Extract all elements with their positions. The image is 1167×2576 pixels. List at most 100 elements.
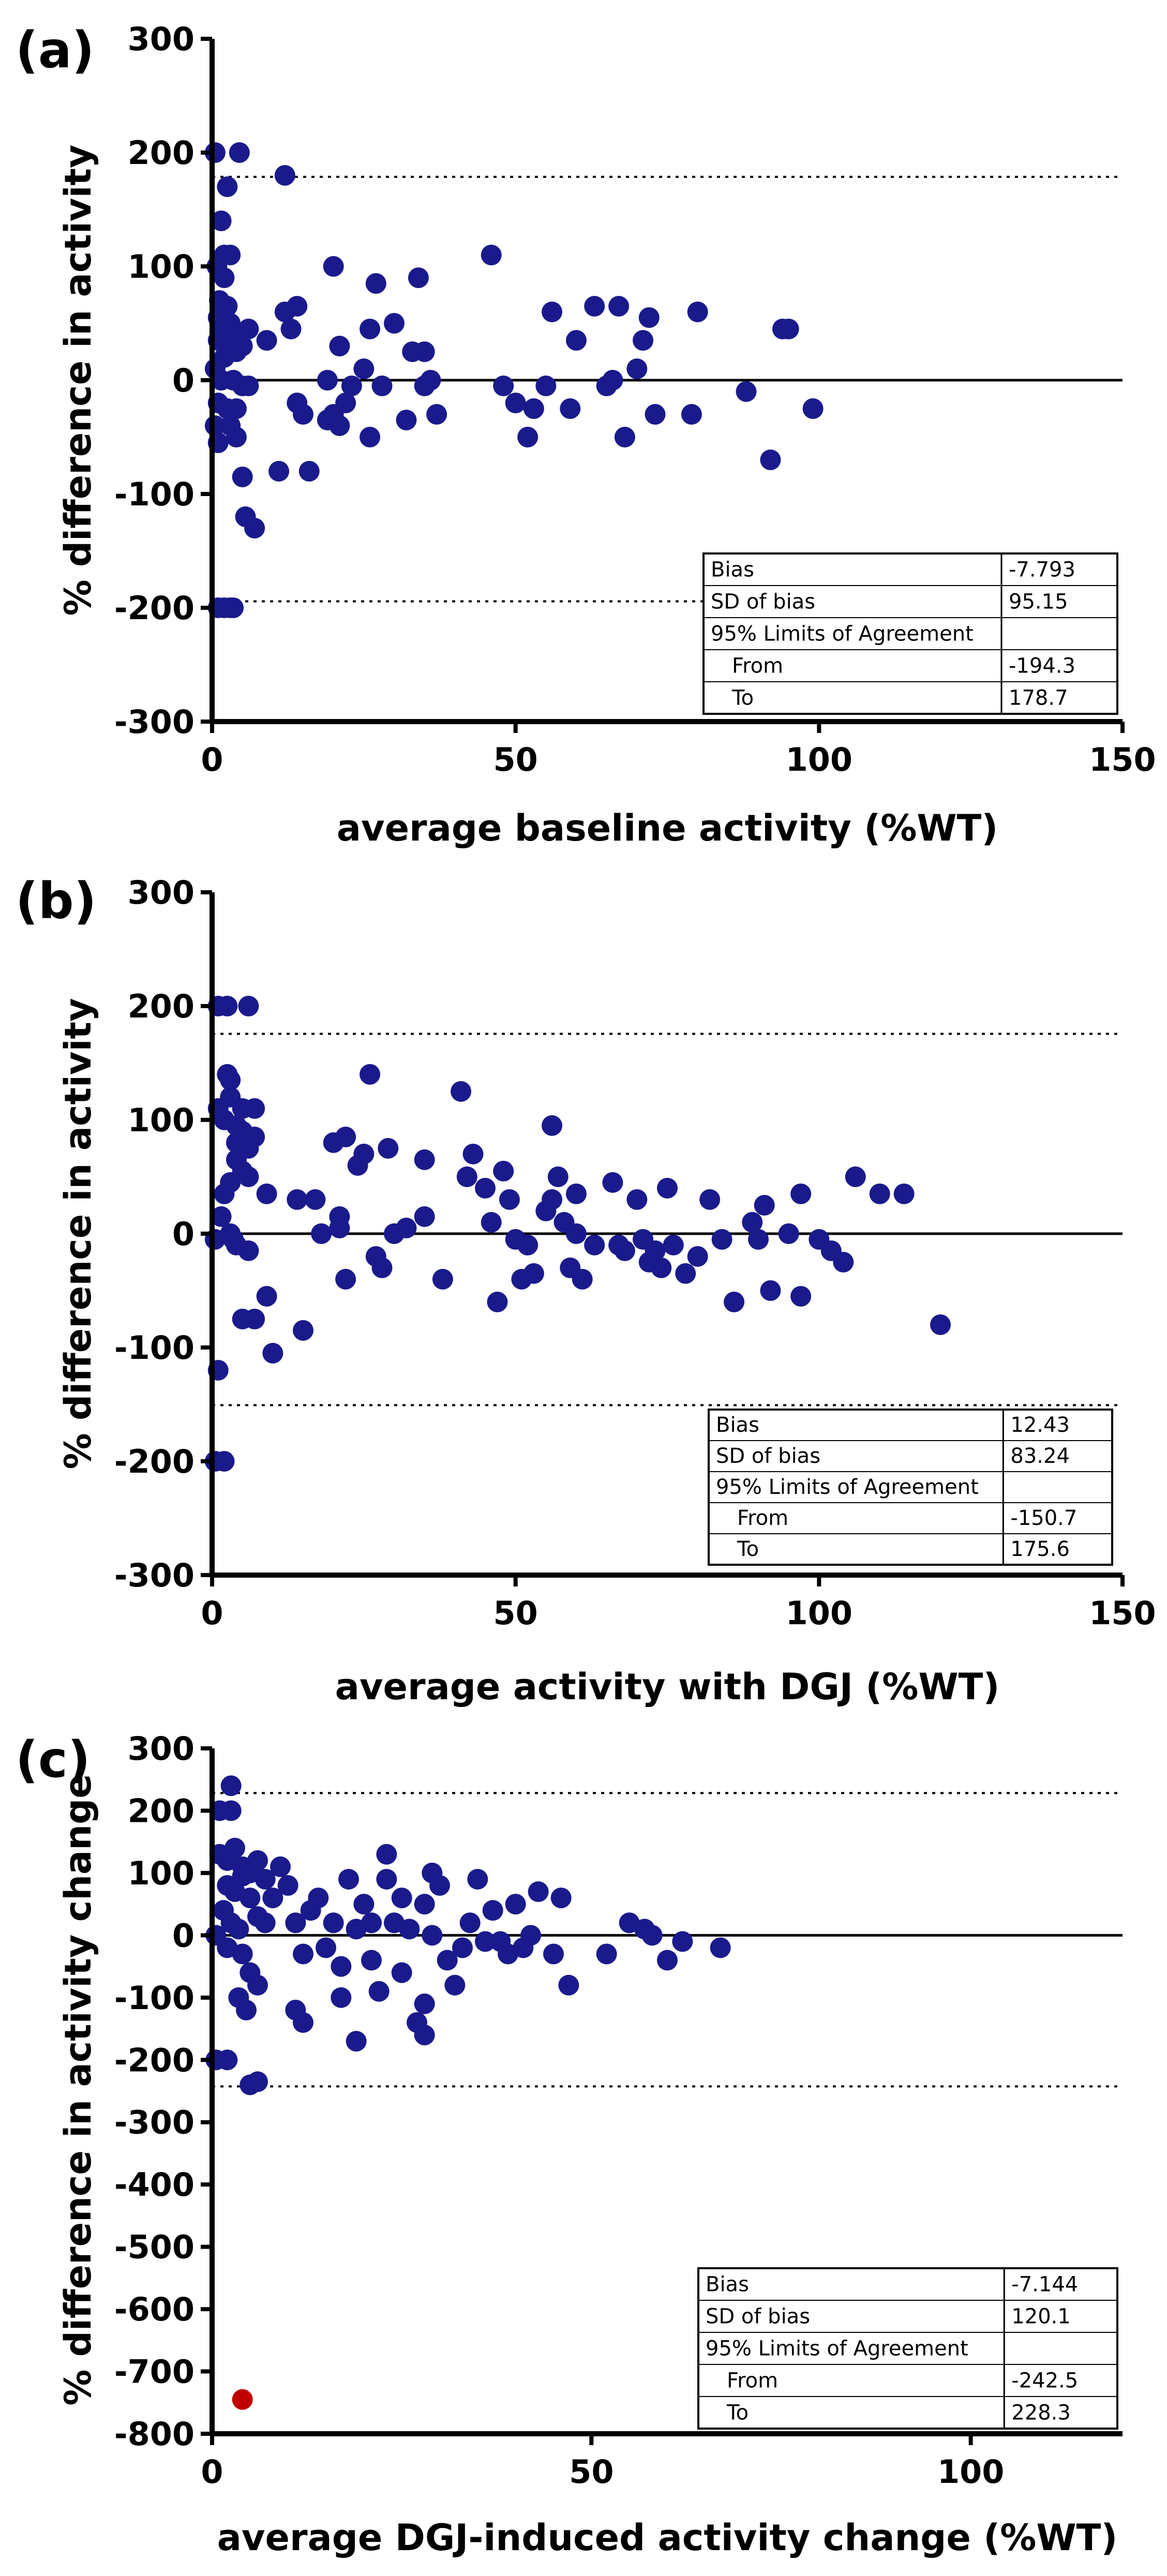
data-point [760, 1280, 781, 1301]
data-point [238, 1166, 259, 1187]
data-point [240, 1888, 261, 1909]
data-point [663, 1235, 684, 1255]
data-point [317, 410, 338, 430]
stats-row-value: 228.3 [1011, 2401, 1071, 2425]
stats-row-value: 178.7 [1009, 686, 1068, 710]
data-point [560, 398, 581, 419]
data-point [329, 336, 350, 356]
data-point [399, 1919, 420, 1940]
data-point [353, 358, 375, 379]
data-point [256, 1184, 277, 1204]
panel-a-points [204, 142, 824, 618]
data-point [225, 1837, 245, 1859]
data-point [420, 370, 441, 391]
stats-row-value: 175.6 [1010, 1537, 1070, 1561]
x-tick-label: 150 [1089, 1594, 1156, 1632]
panel-c-label: (c) [16, 1731, 91, 1789]
panel-a-stats-table: Bias -7.793 SD of bias 95.15 95% Limits of A… [702, 552, 1118, 715]
stats-row-label: SD of bias [716, 1444, 820, 1468]
data-point [293, 1320, 313, 1341]
panel-c-stats-table: Bias -7.144 SD of bias 120.1 95% Limits of A… [697, 2267, 1118, 2430]
data-point [736, 381, 757, 402]
data-point [426, 404, 447, 425]
data-point [368, 1981, 390, 2002]
data-point [311, 1223, 332, 1244]
stats-row-value: -242.5 [1011, 2369, 1078, 2393]
data-point [833, 1252, 854, 1272]
data-point [482, 1900, 503, 1921]
panel-b-stats-table: Bias 12.43 SD of bias 83.24 95% Limits of Ag… [708, 1409, 1113, 1566]
stats-table-frame [702, 552, 1118, 715]
data-point [353, 1144, 375, 1164]
data-point [365, 273, 386, 294]
data-point [558, 1974, 579, 1996]
data-point [232, 1865, 253, 1886]
x-tick-label: 0 [201, 1594, 223, 1632]
y-tick-label: 200 [128, 987, 194, 1025]
data-point [520, 1925, 541, 1946]
data-point [414, 2025, 435, 2046]
data-point [255, 1868, 276, 1890]
data-point [481, 245, 502, 265]
data-point [346, 2031, 367, 2052]
stats-row-label: From [732, 654, 783, 678]
data-point [329, 1206, 350, 1227]
data-point [626, 358, 648, 379]
panel-c-points [205, 1775, 731, 2410]
stats-row-label: Bias [711, 558, 754, 582]
data-point [223, 597, 244, 618]
data-point [341, 376, 362, 396]
data-point [220, 1070, 241, 1090]
data-point [542, 1189, 563, 1210]
data-point [305, 1189, 326, 1210]
data-point [710, 1937, 731, 1958]
data-point [542, 1115, 563, 1136]
data-point [641, 1925, 663, 1946]
data-point [285, 1912, 306, 1934]
data-point [633, 330, 654, 351]
x-tick-label: 50 [569, 2453, 614, 2491]
data-point [493, 1161, 514, 1181]
data-point [287, 1189, 308, 1210]
stats-row-value: 120.1 [1011, 2305, 1071, 2329]
data-point [244, 1309, 265, 1329]
data-point [238, 376, 259, 396]
data-point [657, 1950, 678, 1971]
data-point [331, 1987, 352, 2008]
data-point [274, 165, 295, 186]
data-point [505, 393, 526, 413]
data-point [226, 427, 247, 447]
data-point [481, 1212, 502, 1233]
data-point [270, 1856, 291, 1877]
outlier-point [232, 2389, 253, 2410]
data-point [277, 1875, 298, 1896]
panel-a-x-ticks: 0 50 100 150 [201, 722, 1156, 778]
data-point [487, 1292, 508, 1312]
x-tick-label: 0 [201, 741, 223, 778]
data-point [360, 427, 381, 447]
data-point [232, 1943, 253, 1965]
data-point [236, 1999, 257, 2020]
data-point [229, 142, 250, 163]
data-point [238, 319, 259, 339]
stats-row-label: From [737, 1506, 788, 1530]
data-point [459, 1912, 481, 1934]
data-point [790, 1184, 812, 1204]
data-point [217, 2049, 238, 2071]
data-point [790, 1286, 812, 1307]
stats-row-value: -7.144 [1011, 2273, 1078, 2297]
data-point [335, 1269, 356, 1290]
y-tick-label: -200 [114, 1443, 194, 1480]
data-point [528, 1881, 549, 1903]
panel-b-y-label: % difference in activity [57, 998, 99, 1469]
y-tick-label: 0 [172, 362, 194, 399]
data-point [517, 427, 538, 447]
y-tick-label: -800 [114, 2415, 194, 2453]
data-point [262, 1343, 283, 1364]
data-point [226, 341, 247, 362]
data-point [608, 296, 630, 317]
data-point [444, 1974, 466, 1996]
data-point [626, 1189, 648, 1210]
data-point [614, 427, 635, 447]
stats-row-label: 95% Limits of Agreement [706, 2337, 968, 2361]
